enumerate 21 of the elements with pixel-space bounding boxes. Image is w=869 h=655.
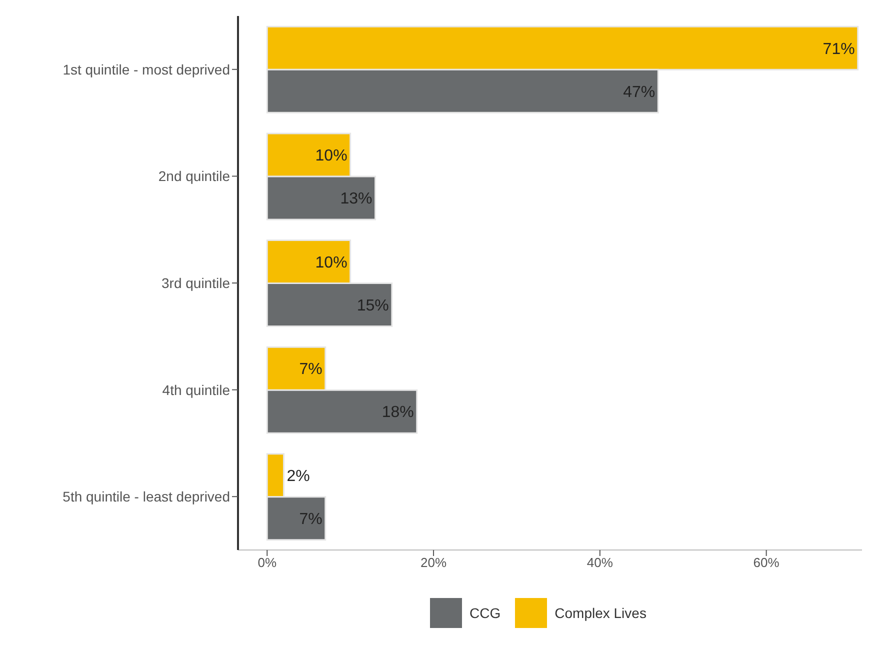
data-label: 15% xyxy=(356,297,389,314)
y-tick-label: 1st quintile - most deprived xyxy=(62,61,230,78)
legend-label: Complex Lives xyxy=(554,605,646,621)
data-label: 71% xyxy=(822,40,855,58)
data-label: 18% xyxy=(382,404,414,422)
data-label: 47% xyxy=(623,84,656,101)
x-tick-label: 0% xyxy=(258,555,277,570)
data-label: 2% xyxy=(286,468,310,485)
x-tick-label: 20% xyxy=(420,555,447,570)
data-label: 10% xyxy=(315,148,348,165)
y-tick-label: 5th quintile - least deprived xyxy=(62,488,230,505)
data-label: 10% xyxy=(315,254,348,272)
x-tick-label: 40% xyxy=(586,555,614,570)
y-tick-label: 2nd quintile xyxy=(158,168,230,184)
legend-label: CCG xyxy=(470,605,501,621)
data-label: 13% xyxy=(340,190,372,208)
x-tick-label: 60% xyxy=(753,555,780,570)
y-tick-label: 4th quintile xyxy=(162,382,230,398)
y-tick-label: 3rd quintile xyxy=(162,274,230,291)
data-label: 7% xyxy=(299,510,322,528)
data-label: 7% xyxy=(299,361,322,378)
